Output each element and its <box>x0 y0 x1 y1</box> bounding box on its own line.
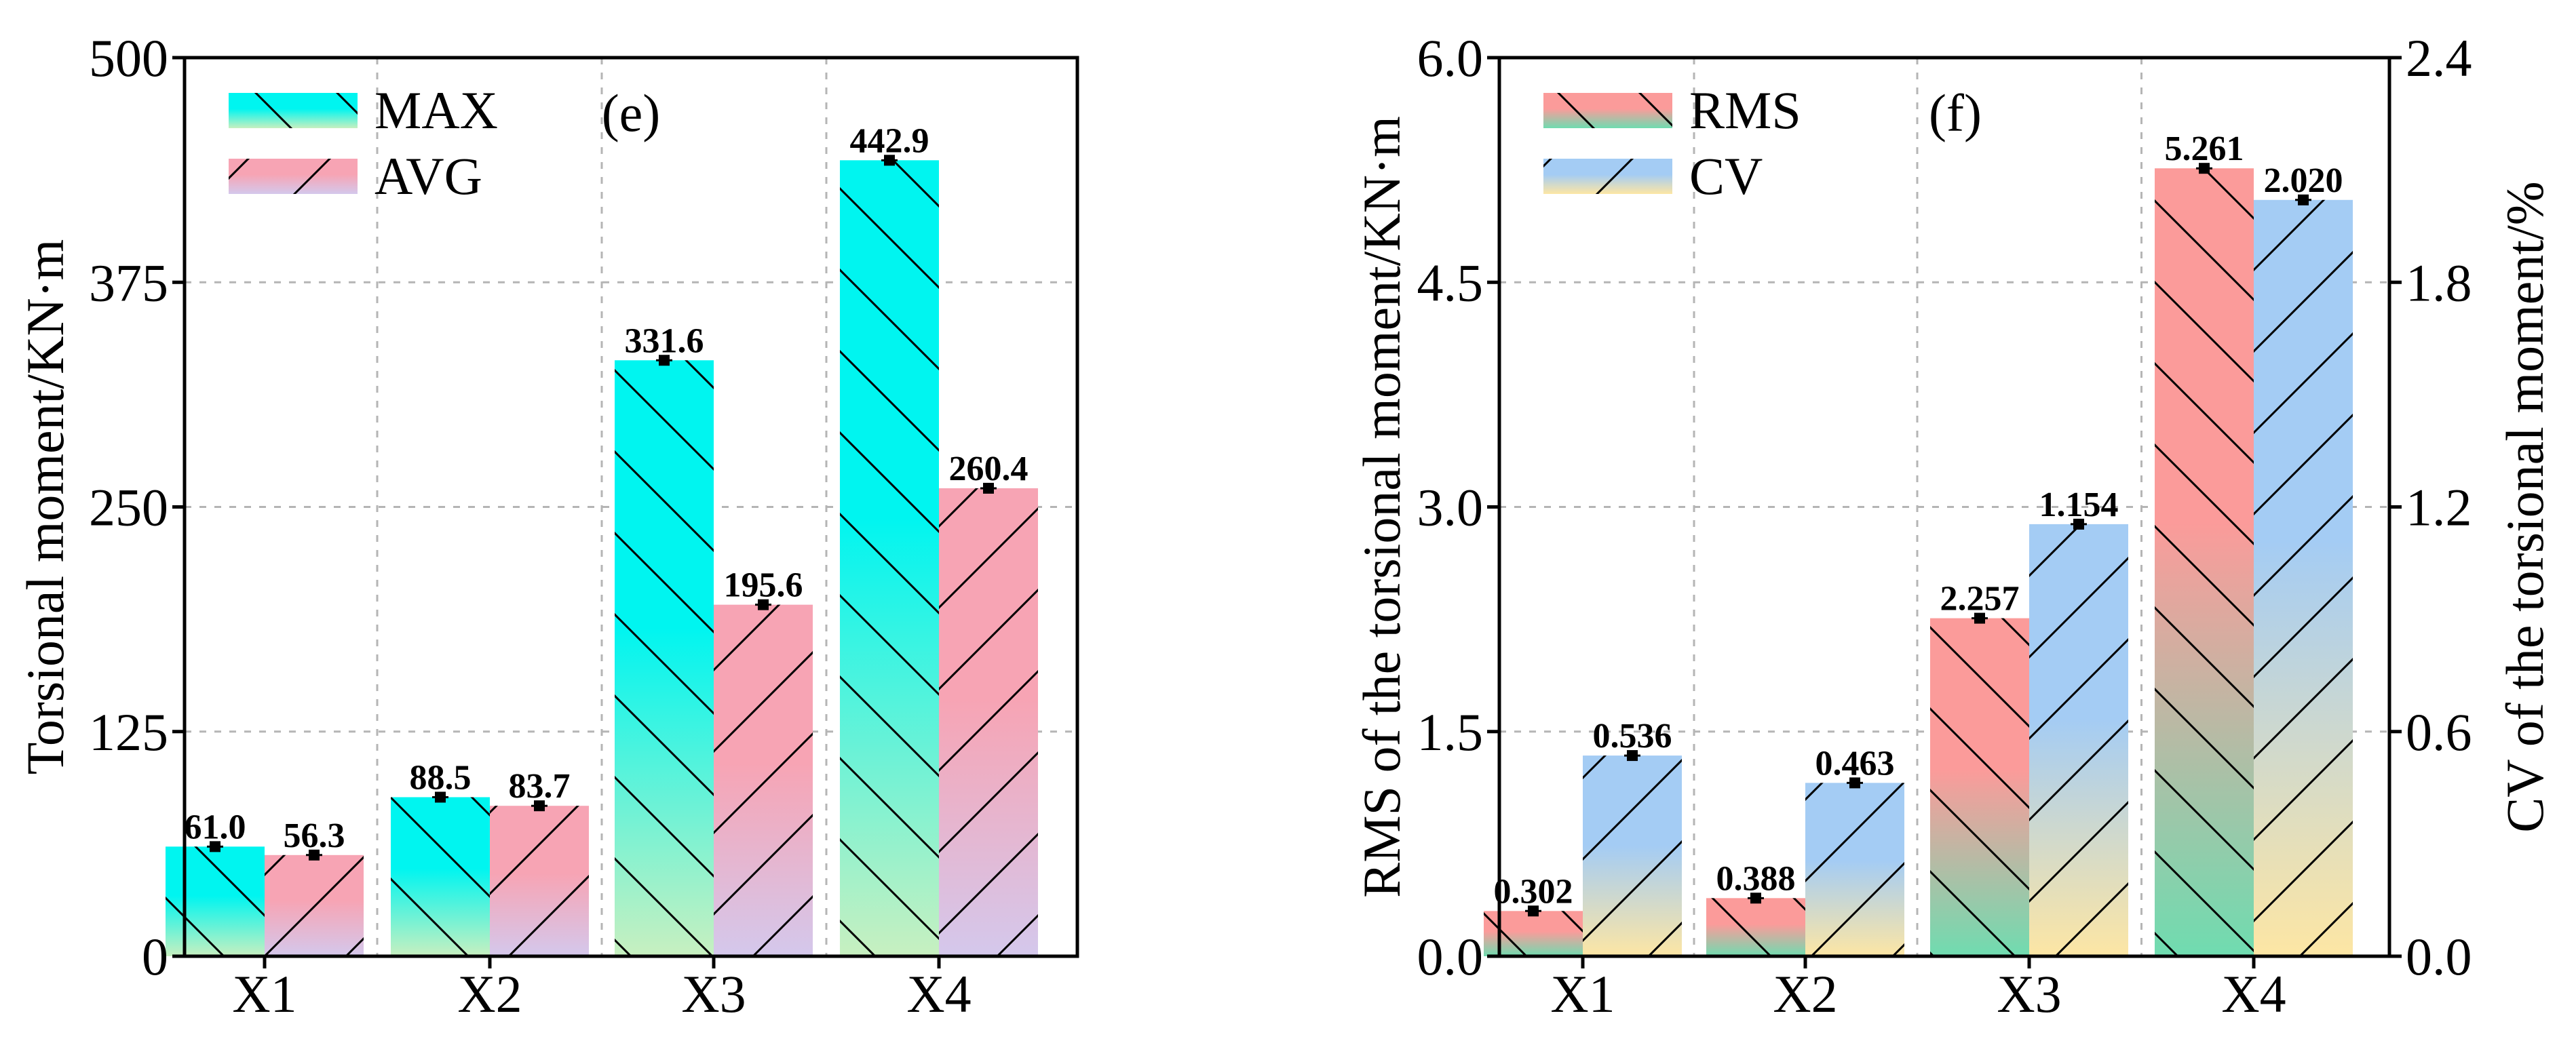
bar-hatch <box>2155 168 2254 957</box>
legend-item-rms: RMS <box>1543 81 1801 140</box>
bar-avg-x1: 56.3 <box>265 817 364 956</box>
panel-tag: (e) <box>602 83 661 142</box>
data-label: 83.7 <box>509 767 571 806</box>
bar-hatch <box>2254 199 2353 957</box>
bar-hatch <box>1930 618 2029 956</box>
data-label: 61.0 <box>185 808 246 846</box>
x-tick-label: X4 <box>906 964 971 1023</box>
bar-rms-x4: 5.261 <box>2155 130 2254 957</box>
data-label: 5.261 <box>2165 130 2244 168</box>
data-label: 1.154 <box>2039 486 2119 524</box>
x-tick-label: X1 <box>1550 964 1615 1023</box>
bar-hatch <box>490 806 589 956</box>
y-tick-label: 125 <box>89 703 168 762</box>
y-right-axis-title: CV of the torsional moment/% <box>2495 181 2554 832</box>
y-tick-label: 6.0 <box>1417 28 1484 87</box>
legend-label: AVG <box>374 146 482 205</box>
x-tick-label: X3 <box>681 964 746 1023</box>
bar-rms-x2: 0.388 <box>1706 859 1805 956</box>
bar-rms-x3: 2.257 <box>1930 580 2029 956</box>
x-tick-label: X4 <box>2221 964 2286 1023</box>
legend-item-avg: AVG <box>229 146 482 205</box>
legend-swatch-hatch <box>1543 159 1672 194</box>
y-tick-label: 250 <box>89 478 168 537</box>
y-tick-label: 0.0 <box>1417 927 1484 986</box>
bar-cv-x2: 0.463 <box>1805 744 1904 956</box>
bar-hatch <box>265 855 364 956</box>
bar-hatch <box>1583 755 1682 956</box>
data-label: 2.257 <box>1940 580 2020 618</box>
y-tick-label: 500 <box>89 28 168 87</box>
bar-avg-x4: 260.4 <box>939 450 1038 956</box>
bar-hatch <box>391 797 490 956</box>
x-tick-label: X2 <box>457 964 522 1023</box>
y-axis-title: RMS of the torsional moment/KN·m <box>1352 116 1411 898</box>
data-label: 260.4 <box>949 450 1029 488</box>
x-tick-label: X1 <box>232 964 296 1023</box>
bar-max-x3: 331.6 <box>615 321 714 956</box>
y-right-tick-label: 2.4 <box>2406 28 2472 87</box>
legend-swatch-hatch <box>229 93 358 128</box>
x-tick-label: X3 <box>1997 964 2061 1023</box>
bar-cv-x3: 1.154 <box>2029 486 2128 956</box>
y-tick-label: 4.5 <box>1417 253 1484 312</box>
bar-hatch <box>939 488 1038 956</box>
data-label: 195.6 <box>724 566 803 605</box>
data-label: 56.3 <box>284 817 345 855</box>
bar-hatch <box>615 360 714 956</box>
bar-max-x4: 442.9 <box>840 121 939 957</box>
y-tick-label: 3.0 <box>1417 478 1484 537</box>
data-label: 331.6 <box>625 321 704 360</box>
data-label: 2.020 <box>2264 161 2343 200</box>
data-label: 0.388 <box>1716 859 1796 898</box>
bar-cv-x4: 2.020 <box>2254 161 2353 957</box>
y-right-tick-label: 1.2 <box>2406 478 2472 537</box>
legend-label: CV <box>1689 146 1763 205</box>
bar-max-x2: 88.5 <box>391 758 490 956</box>
y-right-tick-label: 0.0 <box>2406 927 2472 986</box>
bar-cv-x1: 0.536 <box>1583 717 1682 956</box>
bar-avg-x2: 83.7 <box>490 767 589 956</box>
bar-hatch <box>166 846 265 956</box>
data-label: 0.302 <box>1494 872 1573 911</box>
y-axis-title: Torsional moment/KN·m <box>16 239 75 775</box>
legend-item-cv: CV <box>1543 146 1763 205</box>
bar-avg-x3: 195.6 <box>714 566 813 956</box>
data-label: 442.9 <box>850 121 929 160</box>
legend-label: RMS <box>1689 81 1801 140</box>
legend-item-max: MAX <box>229 81 498 140</box>
data-label: 88.5 <box>410 758 472 797</box>
panel-tag: (f) <box>1929 83 1982 142</box>
y-right-tick-label: 0.6 <box>2406 703 2472 762</box>
bar-hatch <box>1805 783 1904 956</box>
y-tick-label: 375 <box>89 253 168 312</box>
chart-panel-e: 61.0 88.5 331.6 442.9 56.3 83.7 195.6 260.4 0 125… <box>16 28 1079 1023</box>
bar-max-x1: 61.0 <box>166 808 265 956</box>
x-tick-label: X2 <box>1773 964 1837 1023</box>
y-tick-label: 1.5 <box>1417 703 1484 762</box>
chart-panel-f: 0.302 0.388 2.257 5.261 0.536 0.463 1.154 2.020… <box>1352 28 2554 1023</box>
legend-label: MAX <box>374 81 498 140</box>
y-tick-label: 0 <box>142 927 168 986</box>
data-label: 0.536 <box>1593 717 1672 755</box>
bar-hatch <box>2029 524 2128 956</box>
bar-hatch <box>840 160 939 957</box>
y-right-tick-label: 1.8 <box>2406 253 2472 312</box>
data-label: 0.463 <box>1815 744 1895 783</box>
bar-hatch <box>1706 898 1805 956</box>
legend-swatch-hatch <box>1543 93 1672 128</box>
legend-swatch-hatch <box>229 159 358 194</box>
bar-hatch <box>714 604 813 956</box>
